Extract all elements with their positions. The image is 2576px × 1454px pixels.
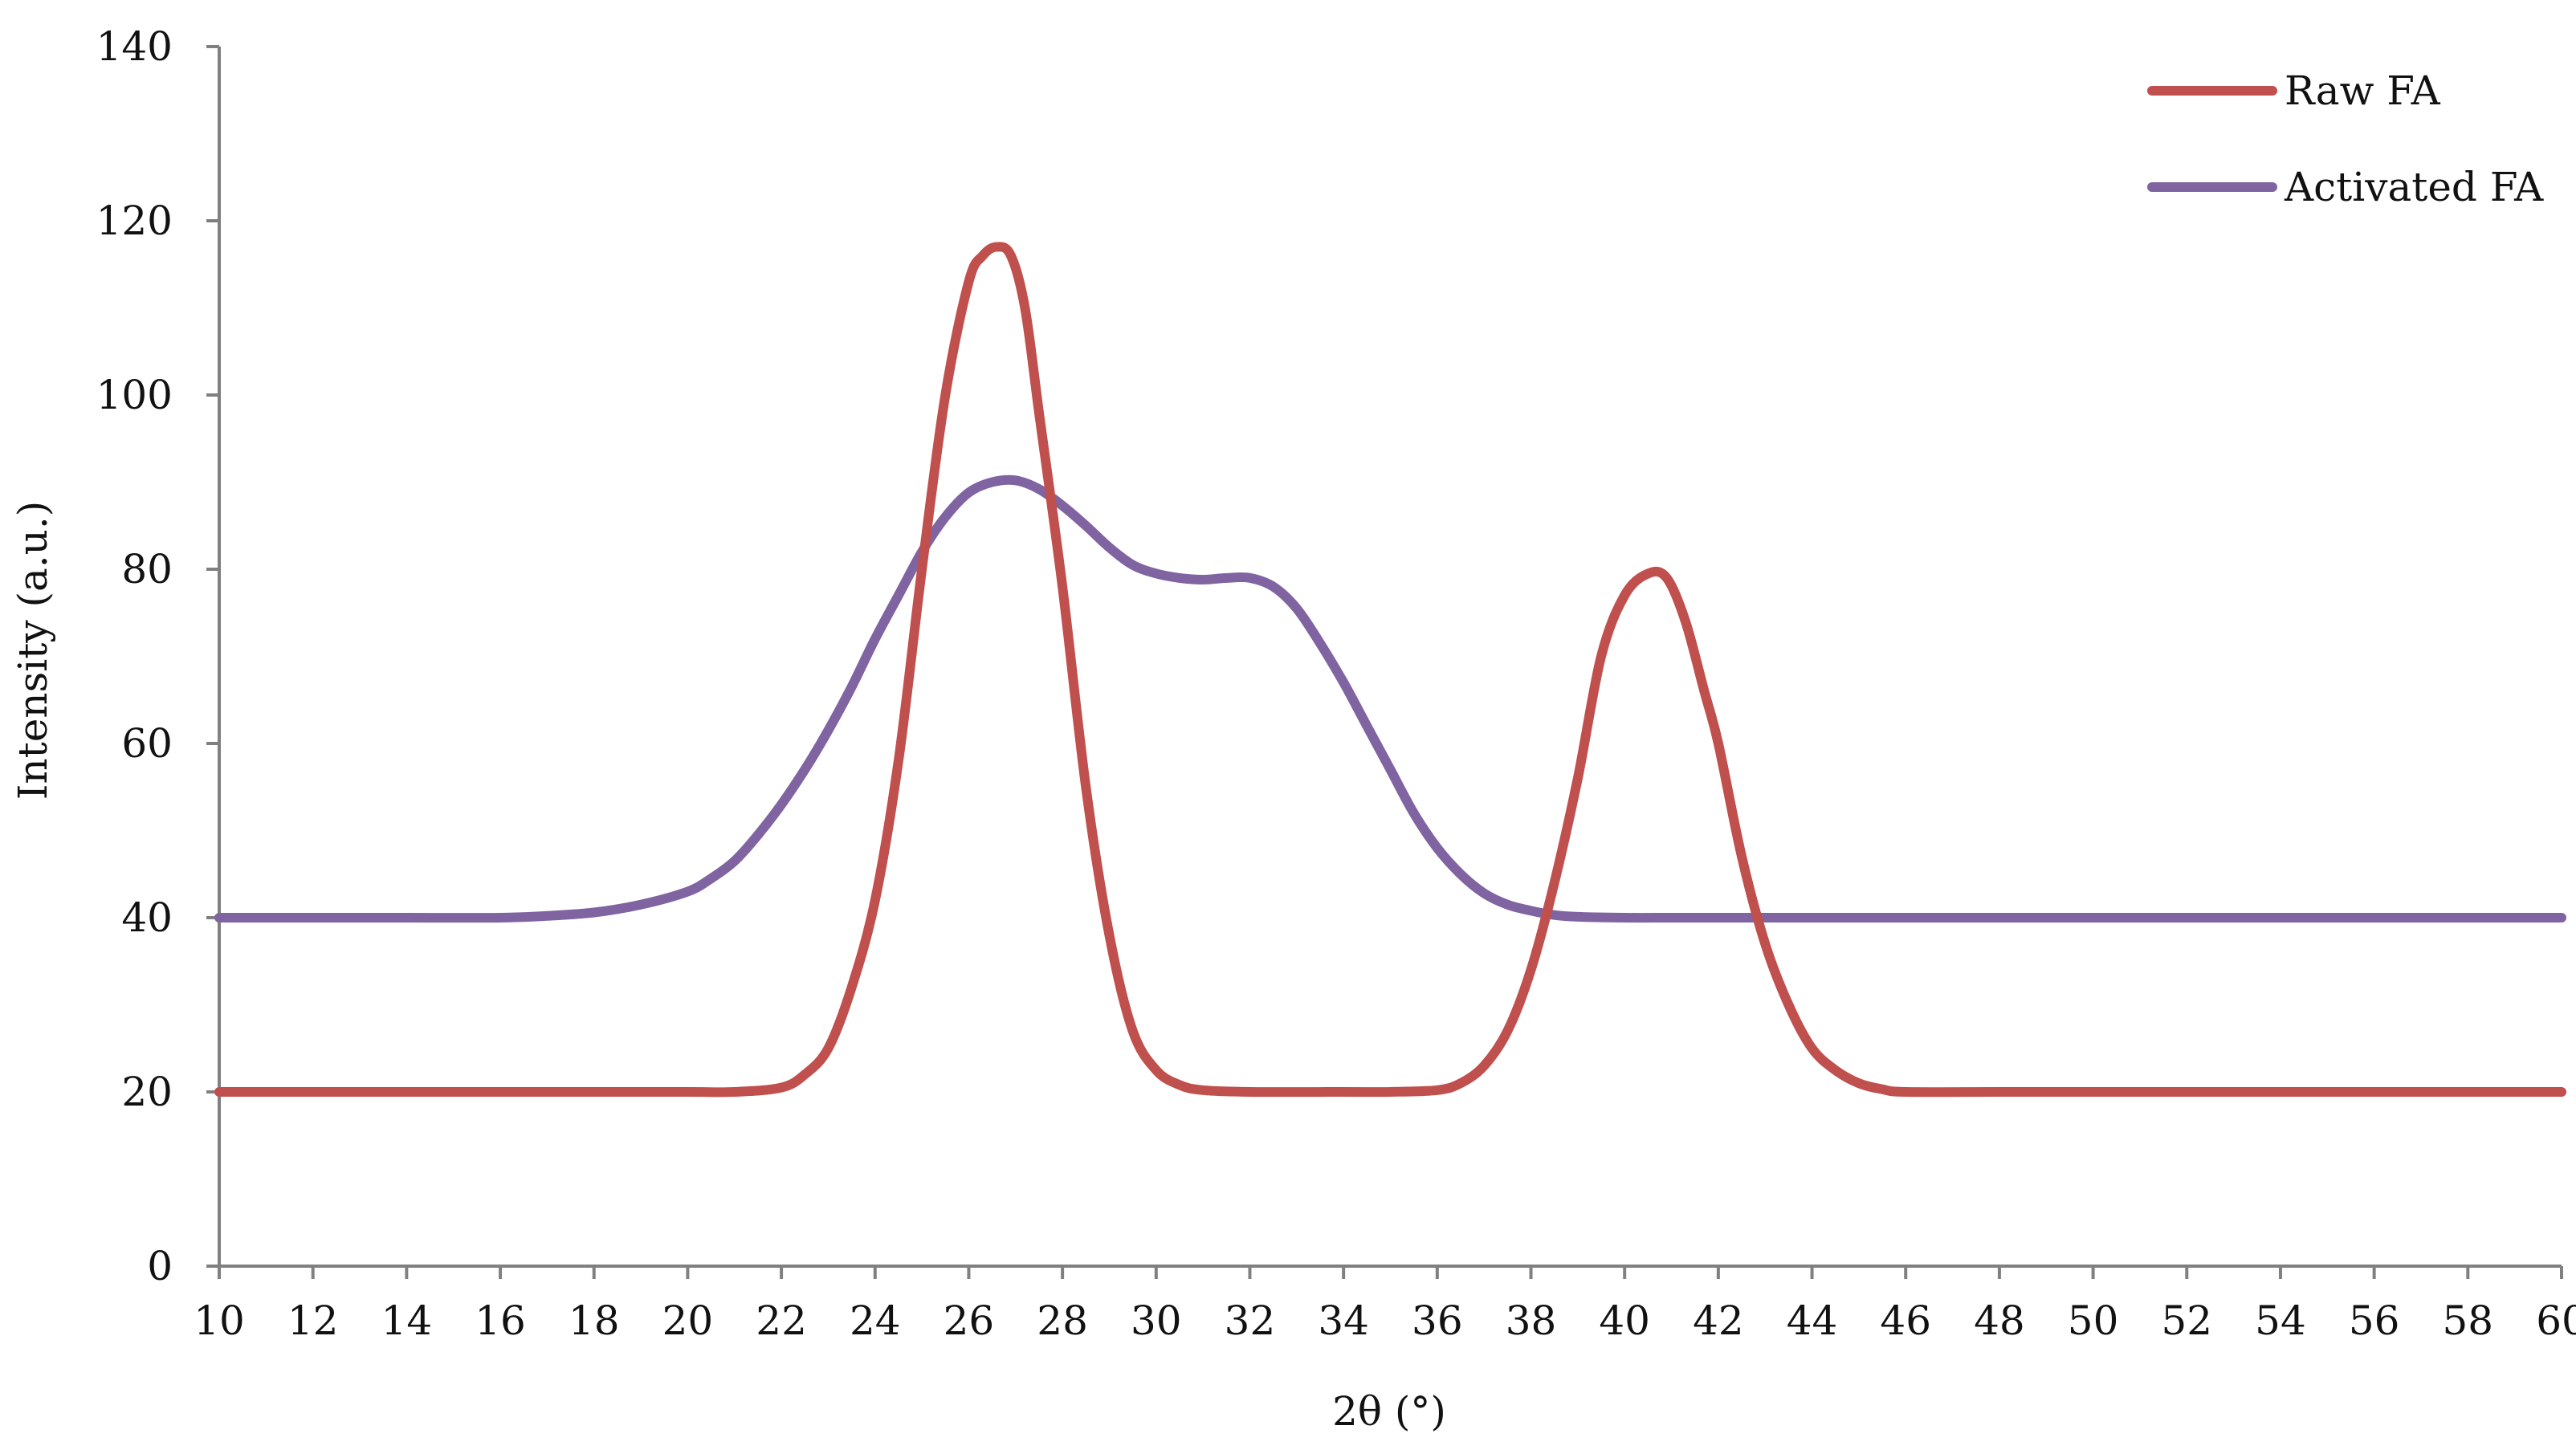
x-tick-label: 50 — [2068, 1297, 2119, 1344]
series-layer — [214, 242, 2566, 1098]
y-tick-label: 20 — [121, 1069, 173, 1115]
x-tick-label: 20 — [662, 1297, 714, 1344]
x-tick-label: 16 — [475, 1297, 526, 1344]
x-tick-label: 30 — [1131, 1297, 1182, 1344]
x-tick-label: 26 — [944, 1297, 995, 1344]
x-tick-label: 22 — [756, 1297, 807, 1344]
x-tick-label: 54 — [2255, 1297, 2306, 1344]
y-axis-title: Intensity (a.u.) — [10, 501, 56, 800]
x-axis-title: 2θ (°) — [1332, 1388, 1446, 1435]
y-tick-label: 80 — [121, 546, 173, 593]
y-tick-label: 120 — [96, 198, 173, 244]
x-tick-label: 18 — [569, 1297, 620, 1344]
y-tick-label: 0 — [147, 1243, 173, 1289]
x-tick-label: 40 — [1599, 1297, 1650, 1344]
x-tick-label: 38 — [1506, 1297, 1557, 1344]
x-tick-label: 34 — [1318, 1297, 1369, 1344]
y-tick-label: 60 — [121, 720, 173, 767]
y-tick-label: 100 — [96, 372, 173, 418]
y-axis-ticks: 0 20 40 60 80 100 120 140 — [96, 23, 219, 1289]
x-tick-label: 28 — [1037, 1297, 1088, 1344]
x-axis-ticks: 10 12 14 16 18 20 22 24 26 28 30 32 34 36 38 40 42 44 46 48… — [194, 1266, 2576, 1344]
legend: Raw FA Activated FA — [2147, 67, 2544, 210]
y-tick-label: 40 — [121, 894, 173, 941]
legend-label-raw-fa: Raw FA — [2285, 67, 2441, 114]
x-tick-label: 36 — [1412, 1297, 1463, 1344]
x-tick-label: 58 — [2443, 1297, 2494, 1344]
x-tick-label: 48 — [1974, 1297, 2025, 1344]
x-tick-label: 56 — [2349, 1297, 2400, 1344]
x-tick-label: 12 — [287, 1297, 339, 1344]
x-tick-label: 14 — [381, 1297, 433, 1344]
x-tick-label: 60 — [2536, 1297, 2576, 1344]
x-tick-label: 10 — [194, 1297, 245, 1344]
series-line-raw-fa — [214, 242, 2566, 1098]
x-tick-label: 24 — [850, 1297, 901, 1344]
x-tick-label: 32 — [1225, 1297, 1276, 1344]
y-tick-label: 140 — [96, 23, 173, 70]
x-tick-label: 46 — [1880, 1297, 1931, 1344]
x-tick-label: 52 — [2161, 1297, 2212, 1344]
x-tick-label: 44 — [1787, 1297, 1838, 1344]
series-line-activated-fa — [214, 474, 2566, 923]
legend-label-activated-fa: Activated FA — [2284, 164, 2544, 210]
x-tick-label: 42 — [1693, 1297, 1744, 1344]
